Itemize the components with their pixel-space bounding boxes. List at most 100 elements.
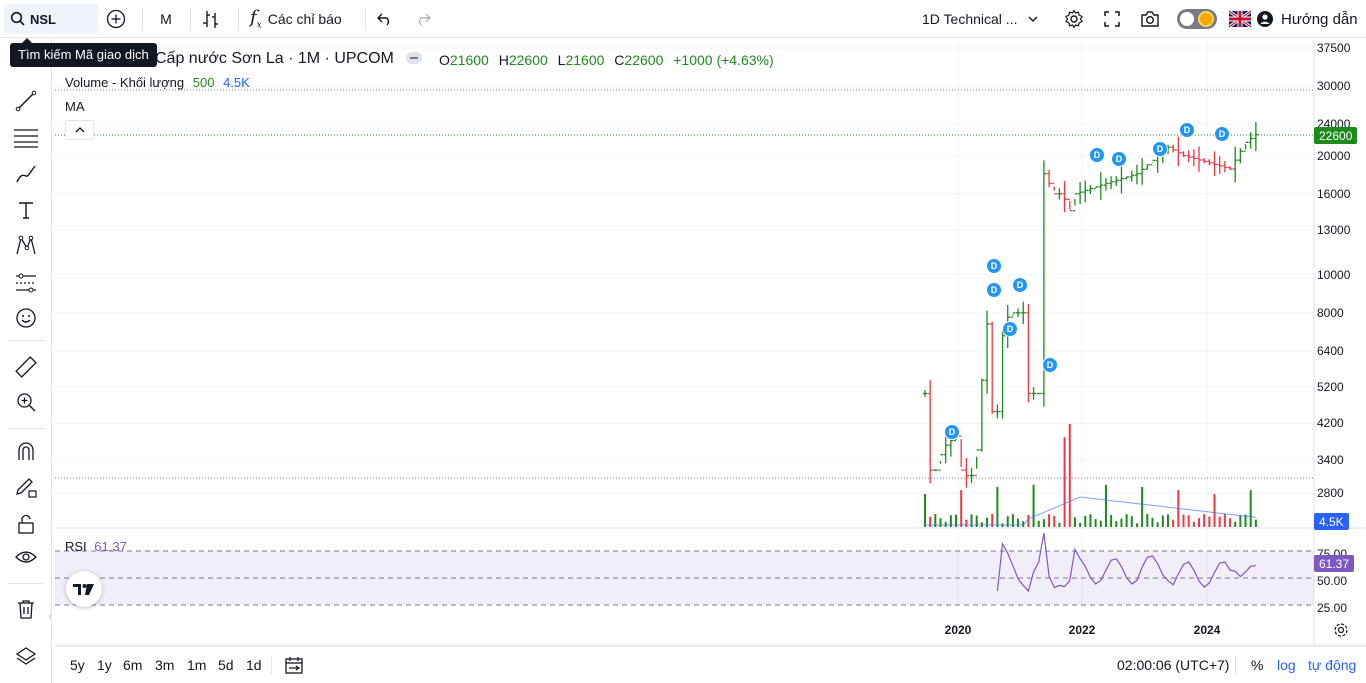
compare-symbol-button[interactable] (106, 4, 130, 34)
price-chart[interactable] (55, 39, 1366, 683)
close-label: C (614, 52, 625, 68)
trend-line-tool[interactable] (10, 85, 42, 117)
dividend-marker[interactable]: D (1111, 151, 1127, 167)
range-6m[interactable]: 6m (123, 657, 143, 673)
volume-legend[interactable]: Volume - Khối lượng 500 4.5K (65, 75, 250, 90)
range-3m[interactable]: 3m (155, 657, 175, 673)
low-value: 21600 (565, 52, 605, 68)
chart-type-button[interactable] (200, 4, 226, 34)
settings-button[interactable] (1064, 4, 1088, 34)
dividend-marker[interactable]: D (1002, 321, 1018, 337)
brush-tool[interactable] (10, 158, 42, 190)
volume-bar (1151, 517, 1154, 527)
tradingview-logo[interactable] (66, 571, 102, 607)
dividend-marker[interactable]: D (986, 282, 1002, 298)
dividend-marker[interactable]: D (1214, 126, 1230, 142)
volume-bar (1249, 490, 1252, 527)
low-label: L (557, 52, 566, 68)
lock-drawings-tool[interactable] (10, 508, 42, 540)
collapse-toolbar-handle[interactable]: ‹ (48, 610, 52, 622)
goto-date-button[interactable] (284, 655, 304, 680)
percent-scale-toggle[interactable]: % (1251, 657, 1264, 673)
symbol-search-button[interactable]: NSL (4, 4, 98, 34)
divider (238, 8, 239, 30)
price-tick-label: 8000 (1317, 305, 1344, 320)
volume-bar (960, 490, 963, 527)
volume-bar (996, 486, 999, 527)
volume-bar (1017, 518, 1020, 527)
volume-bar (1042, 519, 1045, 527)
volume-bar (1084, 515, 1087, 527)
drawing-toolbar (0, 39, 52, 683)
time-label-2024: 2024 (1193, 623, 1221, 637)
dividend-marker[interactable]: D (944, 424, 960, 440)
calendar-icon (285, 657, 303, 674)
volume-bar (1218, 516, 1221, 527)
volume-bar (1011, 514, 1014, 527)
time-axis-settings-button[interactable] (1333, 622, 1349, 643)
volume-bar (1234, 521, 1237, 527)
smiley-icon (16, 308, 36, 328)
theme-toggle[interactable] (1177, 4, 1219, 34)
volume-bar (944, 521, 947, 527)
hide-drawings-tool[interactable] (10, 541, 42, 573)
measure-tool[interactable] (10, 351, 42, 383)
volume-bar (1089, 514, 1092, 527)
legend-toggle[interactable] (406, 52, 422, 64)
eye-icon (15, 551, 37, 563)
timezone-clock[interactable]: 02:00:06 (UTC+7) (1117, 657, 1230, 673)
rsi-tick-label: 25.00 (1317, 601, 1348, 615)
magnet-tool[interactable] (10, 435, 42, 467)
dividend-marker[interactable]: D (1042, 357, 1058, 373)
open-value: 21600 (449, 52, 489, 68)
interval-button[interactable]: M (160, 11, 172, 27)
layout-name: 1D Technical ... (922, 11, 1018, 27)
symbol-title: Cấp nước Sơn La · 1M · UPCOM (155, 50, 394, 67)
screenshot-button[interactable] (1140, 4, 1164, 34)
dividend-marker[interactable]: D (1152, 141, 1168, 157)
rsi-legend[interactable]: RSI 61.37 (65, 539, 127, 554)
range-1m[interactable]: 1m (187, 657, 207, 673)
range-5d[interactable]: 5d (218, 657, 234, 673)
rsi-line (996, 533, 1256, 593)
layout-selector[interactable]: 1D Technical ... (914, 4, 1049, 34)
ma-legend[interactable]: MA (65, 99, 85, 114)
chart-area[interactable]: Cấp nước Sơn La · 1M · UPCOM O21600 H226… (55, 39, 1366, 683)
pattern-tool[interactable] (10, 230, 42, 262)
stay-drawing-tool[interactable] (10, 471, 42, 503)
range-5y[interactable]: 5y (70, 657, 85, 673)
dividend-marker[interactable]: D (986, 258, 1002, 274)
open-label: O (439, 52, 450, 68)
zoom-tool[interactable] (10, 386, 42, 418)
remove-drawings-tool[interactable] (10, 593, 42, 625)
forecast-icon (16, 273, 36, 293)
prediction-tool[interactable] (10, 267, 42, 299)
volume-bar (1130, 516, 1133, 527)
emoji-tool[interactable] (10, 302, 42, 334)
gear-icon (1334, 623, 1348, 637)
language-button[interactable] (1229, 4, 1251, 34)
fib-tool[interactable] (10, 121, 42, 153)
object-tree-tool[interactable] (10, 641, 42, 673)
undo-button[interactable] (376, 4, 398, 34)
auto-scale-toggle[interactable]: tự động (1308, 657, 1357, 673)
range-1y[interactable]: 1y (97, 657, 112, 673)
text-tool[interactable] (10, 194, 42, 226)
zoom-in-icon (17, 393, 36, 412)
collapse-legend-button[interactable] (65, 120, 94, 140)
fullscreen-button[interactable] (1103, 4, 1125, 34)
time-label-2020: 2020 (944, 623, 972, 637)
volume-bar (955, 514, 958, 527)
redo-button[interactable] (414, 4, 436, 34)
volume-bar (965, 519, 968, 527)
dividend-marker[interactable]: D (1089, 147, 1105, 163)
redo-icon (418, 13, 431, 26)
log-scale-toggle[interactable]: log (1277, 657, 1296, 673)
indicators-button[interactable]: fx Các chỉ báo (250, 4, 356, 34)
guide-button[interactable]: Hướng dẫn (1257, 4, 1363, 34)
dividend-marker[interactable]: D (1179, 122, 1195, 138)
high-label: H (498, 52, 509, 68)
dividend-marker[interactable]: D (1012, 277, 1028, 293)
range-1d[interactable]: 1d (246, 657, 262, 673)
close-value: 22600 (624, 52, 664, 68)
